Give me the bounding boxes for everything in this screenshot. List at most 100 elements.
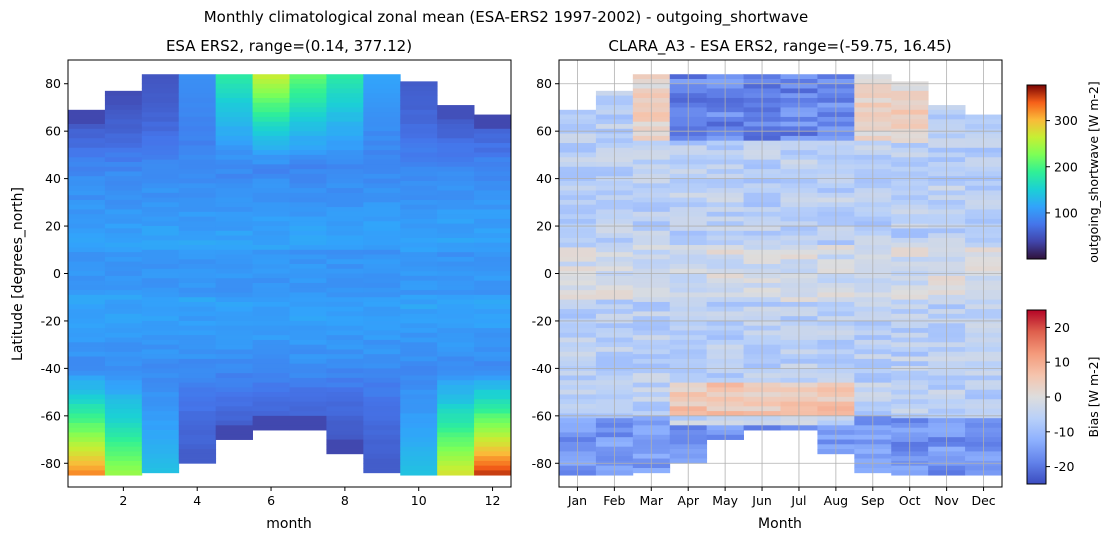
heat-cell [400, 266, 438, 272]
colorbar-tick-label: -10 [1054, 424, 1074, 439]
heat-cell [104, 143, 143, 149]
heat-cell [400, 437, 438, 443]
heat-cell [215, 178, 253, 184]
heat-cell [289, 202, 327, 208]
heat-cell [215, 159, 253, 165]
heat-cell [289, 415, 327, 421]
heat-cell [474, 356, 512, 362]
heat-cell [252, 311, 290, 317]
heat-cell [363, 420, 401, 426]
heat-cell [68, 294, 106, 300]
heat-cell [178, 102, 217, 108]
heat-cell [252, 126, 290, 132]
heat-cell [400, 408, 438, 414]
heat-cell [326, 434, 364, 440]
heat-cell [363, 145, 401, 151]
heat-cell [215, 140, 253, 146]
heat-cell [104, 347, 143, 353]
heat-cell [437, 399, 475, 405]
heat-cell [252, 102, 290, 108]
heat-cell [474, 370, 512, 376]
heat-cell [178, 183, 217, 189]
heat-cell [141, 316, 180, 322]
heat-cell [141, 121, 180, 127]
heat-cell [289, 396, 327, 402]
heat-cell [215, 207, 253, 213]
heat-cell [104, 337, 143, 343]
heat-cell [68, 375, 106, 381]
heat-cell [326, 102, 364, 108]
heat-cell [252, 411, 290, 417]
heat-cell [363, 164, 401, 170]
heat-cell [178, 83, 217, 89]
heat-cell [68, 446, 106, 452]
heat-cell [68, 143, 106, 149]
heat-cell [178, 121, 217, 127]
y-tick-label: -60 [41, 408, 61, 423]
heat-cell [326, 406, 364, 412]
heat-cell [178, 78, 217, 85]
heat-cell [400, 446, 438, 452]
heat-cell [437, 313, 475, 319]
heat-cell [326, 74, 364, 80]
heat-cell [437, 441, 475, 448]
heat-cell [289, 358, 327, 365]
heat-cell [178, 230, 217, 236]
heat-cell [326, 93, 364, 99]
heat-cell [141, 268, 180, 274]
heat-cell [215, 373, 253, 379]
heat-cell [215, 150, 253, 156]
heat-cell [326, 344, 364, 350]
heat-cell [215, 363, 253, 369]
heat-cell [326, 287, 364, 293]
heat-cell [289, 392, 327, 398]
heat-cell [141, 230, 180, 236]
heat-cell [289, 192, 327, 198]
heat-cell [104, 313, 143, 319]
heat-cell [437, 299, 475, 305]
heat-cell [474, 237, 512, 244]
heat-cell [178, 245, 217, 251]
heat-cell [289, 230, 327, 236]
heat-cell [326, 211, 364, 217]
heat-cell [363, 254, 401, 260]
heat-cell [178, 358, 217, 365]
heat-cell [141, 112, 180, 118]
heat-cell [437, 294, 475, 300]
heat-cell [363, 439, 401, 445]
heat-cell [215, 183, 253, 189]
heat-cell [68, 147, 106, 153]
heat-cell [289, 282, 327, 289]
x-tick-label: Nov [934, 493, 959, 508]
heat-cell [474, 309, 512, 315]
heat-cell [437, 347, 475, 353]
heat-cell [68, 413, 106, 419]
heat-cell [178, 301, 217, 308]
heat-cell [363, 444, 401, 450]
colorbar-shortwave-label: outgoing_shortwave [W m-2] [1086, 81, 1101, 262]
heat-cell [252, 135, 290, 142]
heat-cell [326, 131, 364, 137]
heat-cell [437, 418, 475, 424]
heat-cell [252, 339, 290, 346]
heat-cell [326, 349, 364, 355]
heat-cell [289, 325, 327, 331]
heat-cell [252, 211, 290, 217]
heat-cell [252, 249, 290, 255]
heat-cell [437, 119, 475, 125]
heat-cell [474, 214, 512, 220]
heat-cell [289, 306, 327, 312]
heat-cell [68, 180, 106, 187]
heat-cell [215, 278, 253, 284]
heat-cell [400, 427, 438, 433]
heat-cell [178, 282, 217, 289]
heat-cell [400, 171, 438, 177]
heat-cell [437, 109, 475, 115]
heat-cell [68, 422, 106, 429]
heat-cell [104, 394, 143, 400]
heat-cell [474, 290, 512, 296]
heat-cell [141, 211, 180, 217]
heat-cell [326, 264, 364, 270]
heat-cell [178, 107, 217, 113]
heat-cell [326, 411, 364, 417]
